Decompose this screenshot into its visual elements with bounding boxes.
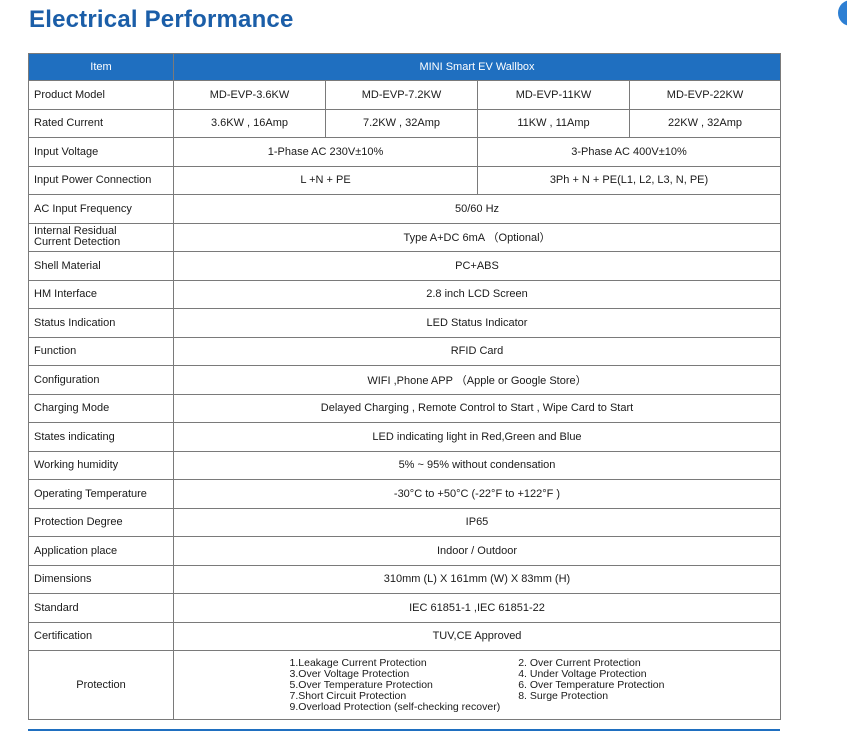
row-label: Charging Mode	[28, 393, 174, 423]
cell-value: 1-Phase AC 230V±10%	[173, 137, 478, 167]
row-label: Dimensions	[28, 564, 174, 594]
row-label: Internal Residual Current Detection	[28, 222, 174, 252]
cell-value: Type A+DC 6mA （Optional）	[173, 222, 781, 252]
cell-value: Delayed Charging , Remote Control to Sta…	[173, 393, 781, 423]
row-label: Shell Material	[28, 251, 174, 281]
cell-value: -30°C to +50°C (-22°F to +122°F )	[173, 479, 781, 509]
table-row: Input Voltage 1-Phase AC 230V±10% 3-Phas…	[28, 137, 781, 167]
protection-item: 3.Over Voltage Protection	[289, 667, 410, 680]
table-row: Standard IEC 61851-1 ,IEC 61851-22	[28, 593, 781, 623]
table-row: AC Input Frequency 50/60 Hz	[28, 194, 781, 224]
cell-value: 310mm (L) X 161mm (W) X 83mm (H)	[173, 564, 781, 594]
row-label-line: Internal Residual	[34, 225, 117, 238]
row-label: Working humidity	[28, 450, 174, 480]
row-label: Input Power Connection	[28, 165, 174, 195]
cell-value: L +N + PE	[173, 165, 478, 195]
cell-value: IP65	[173, 507, 781, 537]
cell-value: MD-EVP-11KW	[477, 80, 630, 110]
header-item: Item	[28, 53, 174, 81]
row-label: Protection Degree	[28, 507, 174, 537]
protection-item: 5.Over Temperature Protection	[289, 678, 433, 691]
header-product: MINI Smart EV Wallbox	[173, 53, 781, 81]
table-row: Function RFID Card	[28, 336, 781, 366]
row-label: Rated Current	[28, 108, 174, 138]
protection-list-left: 1.Leakage Current Protection 3.Over Volt…	[289, 656, 501, 713]
table-row: Working humidity 5% ~ 95% without conden…	[28, 450, 781, 480]
protection-list: 1.Leakage Current Protection 3.Over Volt…	[173, 650, 781, 720]
protection-item: 6. Over Temperature Protection	[518, 678, 665, 691]
table-row: Shell Material PC+ABS	[28, 251, 781, 281]
row-label: States indicating	[28, 422, 174, 452]
row-label: Configuration	[28, 365, 174, 395]
page-title: Electrical Performance	[29, 6, 294, 33]
table-row: Configuration WIFI ,Phone APP （Apple or …	[28, 365, 781, 395]
row-label: Standard	[28, 593, 174, 623]
cell-value: PC+ABS	[173, 251, 781, 281]
cell-value: TUV,CE Approved	[173, 621, 781, 651]
table-row: Certification TUV,CE Approved	[28, 621, 781, 651]
protection-item: 4. Under Voltage Protection	[518, 667, 647, 680]
row-label: Application place	[28, 536, 174, 566]
cell-value: MD-EVP-3.6KW	[173, 80, 326, 110]
protection-item: 2. Over Current Protection	[518, 656, 641, 669]
table-row: Internal Residual Current Detection Type…	[28, 222, 781, 252]
cell-value: IEC 61851-1 ,IEC 61851-22	[173, 593, 781, 623]
row-label-line: Current Detection	[34, 236, 121, 249]
table-row: Application place Indoor / Outdoor	[28, 536, 781, 566]
row-label: Protection	[28, 650, 174, 720]
row-label: Product Model	[28, 80, 174, 110]
table-row: Operating Temperature -30°C to +50°C (-2…	[28, 479, 781, 509]
cell-value: RFID Card	[173, 336, 781, 366]
cell-value: 3.6KW , 16Amp	[173, 108, 326, 138]
table-row: Product Model MD-EVP-3.6KW MD-EVP-7.2KW …	[28, 80, 781, 110]
bottom-divider	[28, 729, 780, 731]
protection-list-right: 2. Over Current Protection 4. Under Volt…	[518, 656, 665, 713]
row-label: Function	[28, 336, 174, 366]
row-label: Operating Temperature	[28, 479, 174, 509]
cell-value: 50/60 Hz	[173, 194, 781, 224]
table-row: States indicating LED indicating light i…	[28, 422, 781, 452]
protection-item: 7.Short Circuit Protection	[289, 689, 407, 702]
table-header-row: Item MINI Smart EV Wallbox	[28, 53, 781, 81]
table-row: Rated Current 3.6KW , 16Amp 7.2KW , 32Am…	[28, 108, 781, 138]
cell-value: 11KW , 11Amp	[477, 108, 630, 138]
table-row: Status Indication LED Status Indicator	[28, 308, 781, 338]
table-row: Protection Degree IP65	[28, 507, 781, 537]
protection-item: 1.Leakage Current Protection	[289, 656, 427, 669]
table-row: HM Interface 2.8 inch LCD Screen	[28, 279, 781, 309]
row-label: Status Indication	[28, 308, 174, 338]
row-label: Certification	[28, 621, 174, 651]
cell-value: Indoor / Outdoor	[173, 536, 781, 566]
table-row: Charging Mode Delayed Charging , Remote …	[28, 393, 781, 423]
row-label: Input Voltage	[28, 137, 174, 167]
protection-item: 8. Surge Protection	[518, 689, 609, 702]
cell-value: 2.8 inch LCD Screen	[173, 279, 781, 309]
electrical-performance-table: Item MINI Smart EV Wallbox Product Model…	[28, 53, 781, 720]
cell-value: 3-Phase AC 400V±10%	[477, 137, 781, 167]
cell-value: WIFI ,Phone APP （Apple or Google Store）	[173, 365, 781, 395]
table-row: Dimensions 310mm (L) X 161mm (W) X 83mm …	[28, 564, 781, 594]
protection-row: Protection 1.Leakage Current Protection …	[28, 650, 781, 720]
cell-value: LED indicating light in Red,Green and Bl…	[173, 422, 781, 452]
corner-decoration	[838, 0, 847, 26]
cell-value: 3Ph + N + PE(L1, L2, L3, N, PE)	[477, 165, 781, 195]
cell-value: LED Status Indicator	[173, 308, 781, 338]
table-row: Input Power Connection L +N + PE 3Ph + N…	[28, 165, 781, 195]
protection-item: 9.Overload Protection (self-checking rec…	[289, 700, 501, 713]
cell-value: 7.2KW , 32Amp	[325, 108, 478, 138]
cell-value: 5% ~ 95% without condensation	[173, 450, 781, 480]
cell-value: MD-EVP-22KW	[629, 80, 781, 110]
cell-value: MD-EVP-7.2KW	[325, 80, 478, 110]
row-label: HM Interface	[28, 279, 174, 309]
row-label: AC Input Frequency	[28, 194, 174, 224]
cell-value: 22KW , 32Amp	[629, 108, 781, 138]
